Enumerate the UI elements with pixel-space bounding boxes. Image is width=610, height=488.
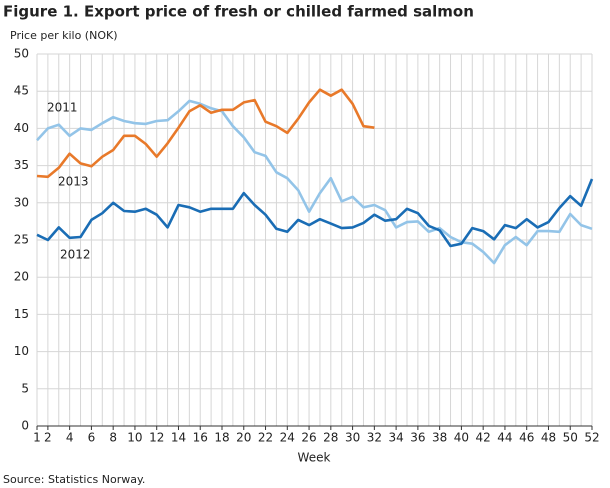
series-label: 2011 (47, 101, 78, 115)
x-tick-label: 38 (432, 431, 447, 445)
x-tick-label: 12 (149, 431, 164, 445)
x-tick-label: 1 (33, 431, 41, 445)
x-tick-label: 30 (345, 431, 360, 445)
y-tick-label: 45 (14, 84, 29, 98)
x-tick-label: 44 (497, 431, 512, 445)
y-tick-label: 10 (14, 344, 29, 358)
y-tick-label: 15 (14, 307, 29, 321)
y-tick-label: 0 (21, 419, 29, 433)
series-label: 2013 (58, 175, 89, 189)
chart-title: Figure 1. Export price of fresh or chill… (3, 3, 474, 21)
source: Source: Statistics Norway. (3, 473, 145, 486)
x-tick-label: 16 (193, 431, 208, 445)
x-tick-label: 24 (280, 431, 295, 445)
series-label: 2012 (60, 248, 91, 262)
x-tick-label: 26 (301, 431, 316, 445)
x-tick-label: 48 (541, 431, 556, 445)
y-tick-label: 40 (14, 121, 29, 135)
x-tick-label: 2 (44, 431, 52, 445)
y-tick-label: 5 (21, 381, 29, 395)
x-tick-label: 28 (323, 431, 338, 445)
x-tick-label: 20 (236, 431, 251, 445)
y-tick-label: 30 (14, 195, 29, 209)
x-tick-label: 50 (563, 431, 578, 445)
series-line (36, 88, 375, 179)
x-tick-label: 32 (367, 431, 382, 445)
x-tick-label: 42 (476, 431, 491, 445)
x-axis-label: Week (298, 451, 331, 465)
x-tick-label: 36 (410, 431, 425, 445)
x-tick-label: 52 (584, 431, 599, 445)
x-tick-label: 10 (127, 431, 142, 445)
x-tick-label: 6 (88, 431, 96, 445)
x-tick-label: 18 (214, 431, 229, 445)
y-tick-label: 25 (14, 233, 29, 247)
y-tick-label: 35 (14, 158, 29, 172)
y-tick-label: 50 (14, 47, 29, 61)
x-tick-label: 22 (258, 431, 273, 445)
series-line (36, 99, 593, 265)
y-axis-label: Price per kilo (NOK) (10, 29, 118, 42)
x-tick-label: 8 (109, 431, 117, 445)
x-tick-label: 46 (519, 431, 534, 445)
x-tick-label: 40 (454, 431, 469, 445)
x-tick-label: 14 (171, 431, 186, 445)
y-tick-label: 20 (14, 270, 29, 284)
x-tick-label: 4 (66, 431, 74, 445)
series-line (36, 178, 594, 248)
x-tick-label: 34 (388, 431, 403, 445)
